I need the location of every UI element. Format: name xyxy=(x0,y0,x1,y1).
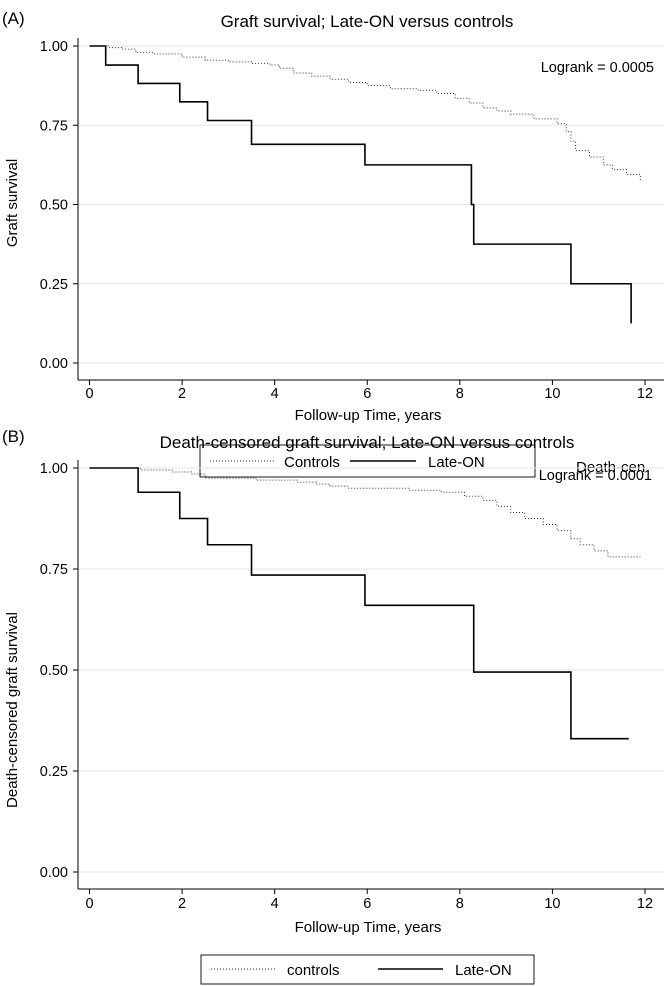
panel-a-y-tick-label: 1.00 xyxy=(40,39,68,55)
panel-b-legend: controls Late-ON xyxy=(200,954,535,985)
panel-a-y-tick-label: 0.75 xyxy=(40,118,68,134)
panel-b-x-tick-label: 8 xyxy=(456,896,464,912)
panel-b-x-tick-label: 4 xyxy=(271,896,279,912)
panel-a-x-tick-label: 6 xyxy=(363,386,371,402)
panel-b-series-controls-line xyxy=(89,467,641,558)
panel-a-ticks: 0.00 0.25 0.50 0.75 1.00 0 2 4 6 8 10 12 xyxy=(40,38,664,402)
panel-b-x-tick-label: 2 xyxy=(178,896,186,912)
panel-a-title: Graft survival; Late-ON versus controls xyxy=(221,12,514,31)
panel-b-x-tick-label: 6 xyxy=(363,896,371,912)
panel-b-x-tick-label: 12 xyxy=(637,896,653,912)
panel-b-y-axis-label: Death-censored graft survival xyxy=(4,612,21,808)
panel-b-title: Death-censored graft survival; Late-ON v… xyxy=(160,433,575,452)
panel-a-x-tick-label: 12 xyxy=(637,386,653,402)
panel-b-legend-label-controls: controls xyxy=(287,962,340,979)
panel-b-plot-area xyxy=(89,467,641,740)
panel-b-x-axis-label: Follow-up Time, years xyxy=(295,919,442,936)
panel-b-y-tick-label: 0.25 xyxy=(40,764,68,780)
panel-b-y-tick-label: 0.50 xyxy=(40,663,68,679)
panel-a-plot-area xyxy=(89,45,641,324)
panel-a-y-axis-label: Graft survival xyxy=(4,159,21,247)
panel-a: (A) Graft survival; Late-ON versus contr… xyxy=(2,9,664,478)
panel-a-series-late-on-line xyxy=(89,45,632,324)
panel-a-legend-label-late-on: Late-ON xyxy=(428,454,485,471)
panel-b-x-tick-label: 0 xyxy=(85,896,93,912)
panel-a-legend: Controls Late-ON xyxy=(199,444,536,478)
panel-a-y-tick-label: 0.00 xyxy=(40,356,68,372)
panel-a-grid xyxy=(78,45,664,364)
panel-a-logrank-annotation: Logrank = 0.0005 xyxy=(541,60,654,76)
panel-b-x-tick-label: 10 xyxy=(544,896,560,912)
panel-b-grid xyxy=(78,467,664,873)
panel-b-ticks: 0.00 0.25 0.50 0.75 1.00 0 2 4 6 8 10 12 xyxy=(40,460,664,912)
panel-b: (B) Death-censored graft survival; Late-… xyxy=(2,427,664,985)
panel-a-x-axis-label: Follow-up Time, years xyxy=(295,407,442,424)
panel-b-legend-label-late-on: Late-ON xyxy=(455,962,512,979)
panel-a-label: (A) xyxy=(2,9,25,28)
panel-b-label: (B) xyxy=(2,427,25,446)
panel-a-series-controls-line xyxy=(89,45,641,183)
panel-a-x-tick-label: 10 xyxy=(544,386,560,402)
panel-b-logrank-annotation: Logrank = 0.0001 xyxy=(539,468,652,484)
panel-b-y-tick-label: 0.00 xyxy=(40,865,68,881)
panel-a-x-tick-label: 0 xyxy=(85,386,93,402)
panel-a-x-tick-label: 4 xyxy=(271,386,279,402)
panel-b-y-tick-label: 0.75 xyxy=(40,562,68,578)
panel-b-y-tick-label: 1.00 xyxy=(40,461,68,477)
panel-a-y-tick-label: 0.25 xyxy=(40,277,68,293)
panel-a-x-tick-label: 8 xyxy=(456,386,464,402)
panel-a-y-tick-label: 0.50 xyxy=(40,198,68,214)
panel-a-x-tick-label: 2 xyxy=(178,386,186,402)
panel-a-legend-label-controls: Controls xyxy=(284,454,340,471)
panel-b-series-late-on-line xyxy=(89,467,629,740)
